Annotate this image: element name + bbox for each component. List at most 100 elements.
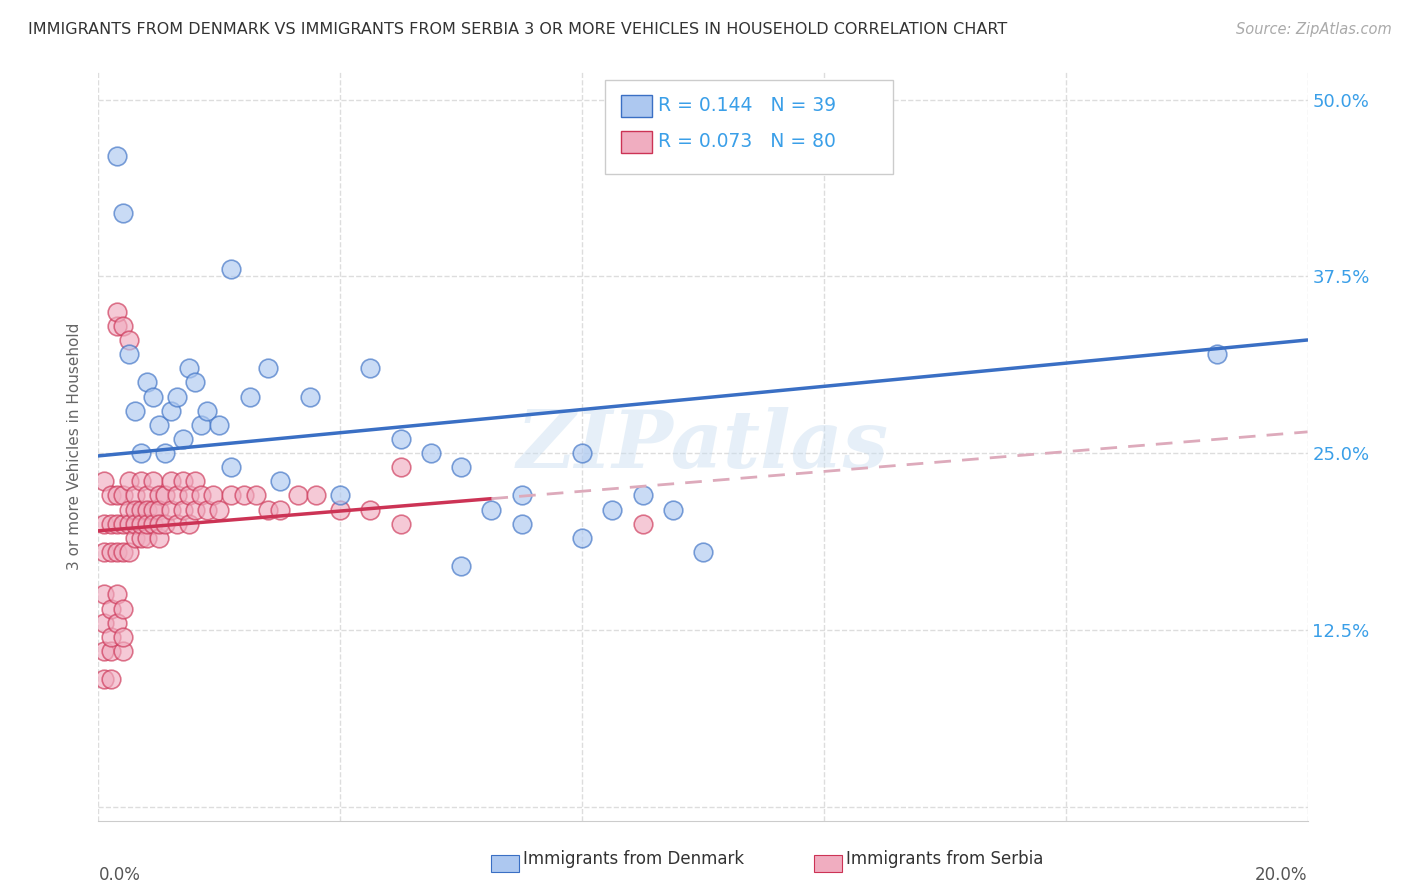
Point xyxy=(184,475,207,489)
Point xyxy=(420,446,443,460)
Text: 0.0%: 0.0% xyxy=(98,865,141,884)
Point xyxy=(172,502,194,516)
Point xyxy=(118,333,141,347)
Point xyxy=(100,488,122,502)
Point xyxy=(184,502,207,516)
Point xyxy=(631,516,654,531)
Point xyxy=(166,516,188,531)
Point xyxy=(100,673,122,687)
Point xyxy=(389,432,412,446)
Point xyxy=(179,488,201,502)
Point xyxy=(105,587,128,601)
Point xyxy=(129,446,152,460)
Point xyxy=(148,417,170,432)
Point xyxy=(124,488,146,502)
Point xyxy=(111,516,134,531)
Point xyxy=(100,545,122,559)
Point xyxy=(118,502,141,516)
Point xyxy=(190,488,212,502)
Point xyxy=(221,262,243,277)
Point xyxy=(105,304,128,318)
Point xyxy=(305,488,328,502)
Point xyxy=(160,403,183,417)
Point xyxy=(111,601,134,615)
Point xyxy=(389,460,412,475)
Point xyxy=(124,403,146,417)
Y-axis label: 3 or more Vehicles in Household: 3 or more Vehicles in Household xyxy=(67,322,83,570)
Point xyxy=(160,502,183,516)
Point xyxy=(184,376,207,390)
Text: R = 0.073   N = 80: R = 0.073 N = 80 xyxy=(658,132,837,151)
Text: Immigrants from Serbia: Immigrants from Serbia xyxy=(846,850,1043,868)
Point xyxy=(93,615,115,630)
Point xyxy=(389,516,412,531)
Point xyxy=(208,502,231,516)
Point xyxy=(148,516,170,531)
Text: IMMIGRANTS FROM DENMARK VS IMMIGRANTS FROM SERBIA 3 OR MORE VEHICLES IN HOUSEHOL: IMMIGRANTS FROM DENMARK VS IMMIGRANTS FR… xyxy=(28,22,1007,37)
Point xyxy=(221,488,243,502)
Point xyxy=(360,502,382,516)
Point xyxy=(135,502,157,516)
Point xyxy=(179,361,201,376)
Point xyxy=(129,531,152,545)
Point xyxy=(111,205,134,219)
Point xyxy=(153,446,176,460)
Point xyxy=(221,460,243,475)
Point xyxy=(124,531,146,545)
Point xyxy=(111,488,134,502)
Point xyxy=(111,545,134,559)
Point xyxy=(450,559,472,574)
Point xyxy=(571,531,593,545)
Point xyxy=(360,361,382,376)
Text: Immigrants from Denmark: Immigrants from Denmark xyxy=(523,850,744,868)
Point xyxy=(105,516,128,531)
Point xyxy=(179,516,201,531)
Point xyxy=(111,318,134,333)
Point xyxy=(93,644,115,658)
Text: 20.0%: 20.0% xyxy=(1256,865,1308,884)
Point xyxy=(481,502,503,516)
Point xyxy=(105,318,128,333)
Point xyxy=(172,432,194,446)
Point xyxy=(118,545,141,559)
Point xyxy=(239,390,262,404)
Point xyxy=(287,488,309,502)
Point xyxy=(148,531,170,545)
Point xyxy=(129,475,152,489)
Point xyxy=(195,403,218,417)
Point xyxy=(129,502,152,516)
Point xyxy=(142,475,165,489)
Point xyxy=(299,390,322,404)
Text: R = 0.144   N = 39: R = 0.144 N = 39 xyxy=(658,96,837,115)
Point xyxy=(142,502,165,516)
Point xyxy=(256,361,278,376)
Point xyxy=(208,417,231,432)
Point xyxy=(93,545,115,559)
Point xyxy=(142,516,165,531)
Point xyxy=(1206,347,1229,361)
Point xyxy=(142,390,165,404)
Point xyxy=(105,149,128,163)
Point xyxy=(153,516,176,531)
Point xyxy=(100,644,122,658)
Point xyxy=(602,502,624,516)
Point xyxy=(148,488,170,502)
Point xyxy=(166,390,188,404)
Point xyxy=(190,417,212,432)
Point xyxy=(124,516,146,531)
Point xyxy=(172,475,194,489)
Point xyxy=(118,347,141,361)
Point xyxy=(100,516,122,531)
Point xyxy=(256,502,278,516)
Point xyxy=(135,531,157,545)
Point xyxy=(105,615,128,630)
Point xyxy=(124,502,146,516)
Point xyxy=(661,502,683,516)
Point xyxy=(129,516,152,531)
Point xyxy=(100,601,122,615)
Point xyxy=(153,488,176,502)
Point xyxy=(692,545,714,559)
Point xyxy=(160,475,183,489)
Point xyxy=(93,587,115,601)
Point xyxy=(148,502,170,516)
